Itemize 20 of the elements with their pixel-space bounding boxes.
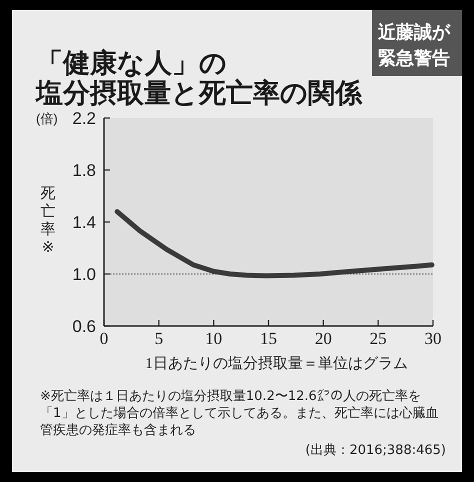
y-tick-label: 1.4 [72,213,96,232]
text: (出典：2016;388:465) [305,442,446,459]
x-axis-title: 1日あたりの塩分摂取量＝単位はグラム [145,355,408,372]
x-tick-label: 20 [314,329,332,348]
x-tick-label: 0 [100,329,108,348]
text: (倍) [36,111,58,126]
text: ※死亡率は１日あたりの塩分摂取量10.2〜12.6㌘の人の死亡率を「1」とした場合の倍率として示してある。また、死亡率には心臓血管疾患の発症率も含まれる [40,388,440,439]
x-tick-label: 10 [205,329,222,348]
y-tick-label: 1.8 [72,161,96,180]
chart-title: 「健康な人」の [36,48,227,78]
y-tick-label: 2.2 [72,109,96,128]
y-axis-title: 死亡率※ [40,185,56,256]
chart-subtitle: 塩分摂取量と死亡率の関係 [35,78,363,108]
x-tick-label: 30 [424,329,442,348]
x-tick-label: 15 [260,329,277,348]
y-tick-label: 0.6 [72,317,96,336]
x-tick-label: 5 [154,329,164,348]
header: 近藤誠が 緊急警告 [372,10,462,76]
y-tick-label: 1.0 [72,265,96,284]
x-tick-label: 25 [370,329,387,348]
